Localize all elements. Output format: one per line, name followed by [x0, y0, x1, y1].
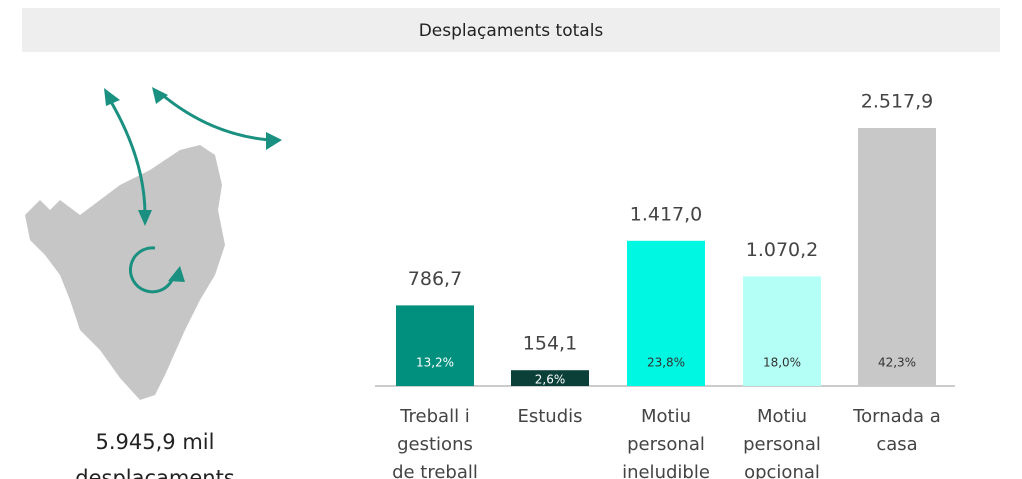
value-label: 2.517,9	[861, 91, 934, 113]
value-label: 1.070,2	[746, 239, 819, 261]
bar	[511, 370, 589, 386]
share-label: 13,2%	[416, 356, 454, 370]
share-label: 18,0%	[763, 356, 801, 370]
x-tick-label: Motiu	[641, 406, 691, 427]
share-label: 23,8%	[647, 356, 685, 370]
share-label: 2,6%	[535, 373, 566, 387]
chart-title: Desplaçaments totals	[419, 21, 604, 41]
bar	[396, 305, 474, 386]
x-tick-label: personal	[627, 434, 705, 455]
share-label: 42,3%	[878, 356, 916, 370]
x-tick-label: casa	[876, 434, 917, 455]
x-tick-label: Estudis	[517, 406, 582, 427]
x-tick-label: personal	[743, 434, 821, 455]
x-tick-label: de treball	[392, 462, 478, 479]
total-label: 5.945,9 mil	[96, 430, 215, 454]
value-label: 1.417,0	[630, 203, 703, 225]
x-tick-label: gestions	[397, 434, 473, 455]
title-bar	[22, 8, 1000, 52]
map-shape	[25, 145, 225, 400]
x-tick-label: opcional	[744, 462, 820, 479]
bar	[627, 240, 705, 386]
x-tick-label: Tornada a	[852, 406, 941, 427]
x-tick-label: Motiu	[757, 406, 807, 427]
total-label: desplaçaments	[75, 466, 235, 479]
bar	[743, 276, 821, 386]
bar	[858, 128, 936, 386]
arrows	[108, 91, 271, 294]
map-illustration	[25, 87, 282, 400]
x-tick-label: ineludible	[622, 462, 710, 479]
value-label: 786,7	[408, 268, 462, 290]
value-label: 154,1	[523, 333, 577, 355]
x-tick-label: Treball i	[399, 406, 470, 427]
arrow-heads	[104, 87, 282, 282]
